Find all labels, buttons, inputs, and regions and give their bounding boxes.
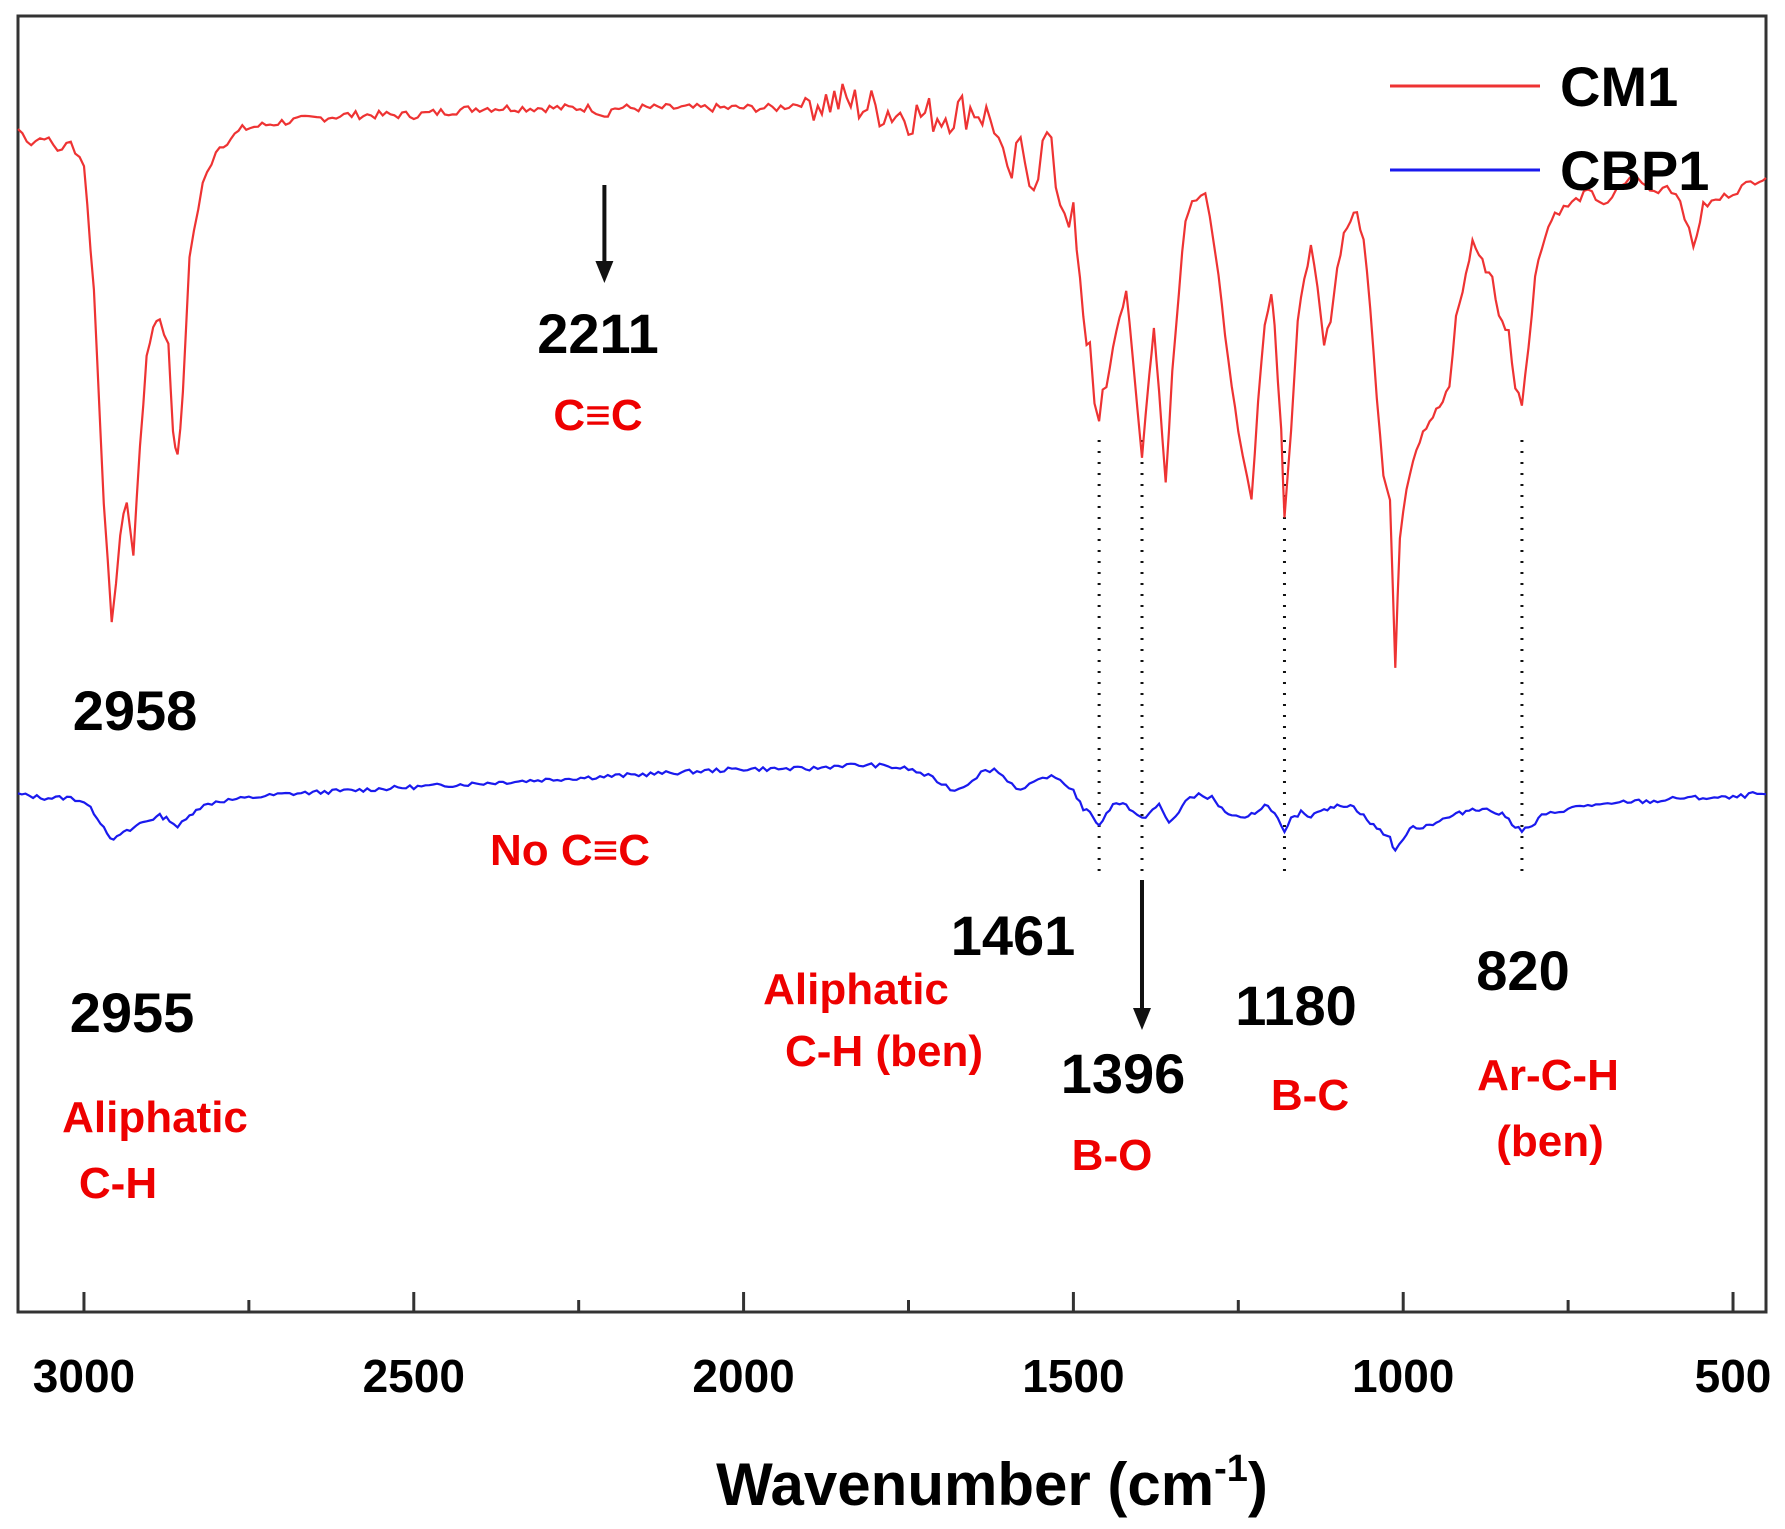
- annotation-bc: B-C: [1271, 1071, 1349, 1120]
- x-tick-label: 3000: [33, 1350, 135, 1402]
- x-axis-label-sup: -1: [1214, 1448, 1248, 1490]
- arrow-1396-head: [1132, 1008, 1151, 1030]
- x-axis-label: Wavenumber (cm-1): [716, 1448, 1268, 1518]
- annotation-ar-ch: Ar-C-H: [1477, 1051, 1619, 1100]
- series-layer: [17, 83, 1767, 853]
- annotation-arrows: [595, 185, 1151, 1030]
- annotation-no-cc: No C≡C: [490, 826, 650, 875]
- annotation-ch-ben: C-H (ben): [785, 1027, 983, 1076]
- x-axis-label-close: ): [1248, 1451, 1268, 1518]
- legend-label-cbp1: CBP1: [1560, 139, 1709, 202]
- x-axis-tick-labels: 3000 2500 2000 1500 1000 500: [33, 1350, 1772, 1402]
- annotation-peak-1180: 1180: [1235, 974, 1357, 1037]
- x-tick-label: 2500: [363, 1350, 465, 1402]
- x-tick-label: 2000: [692, 1350, 794, 1402]
- series-line-cm1: [17, 83, 1767, 668]
- arrow-2211-head: [595, 261, 614, 283]
- annotation-peak-2211: 2211: [537, 302, 659, 365]
- x-tick-label: 1500: [1022, 1350, 1124, 1402]
- dotted-guides: [1097, 440, 1524, 880]
- annotation-peak-820: 820: [1476, 939, 1569, 1002]
- x-axis-ticks: [82, 1292, 1735, 1312]
- x-axis-label-main: Wavenumber (cm: [716, 1451, 1214, 1518]
- annotation-peak-2955: 2955: [70, 981, 195, 1044]
- plot-border: [16, 14, 1768, 1314]
- annotation-aliphatic-1: Aliphatic: [62, 1093, 248, 1142]
- annotation-bo: B-O: [1072, 1131, 1153, 1180]
- annotation-ben: (ben): [1496, 1117, 1604, 1166]
- annotation-peak-2958: 2958: [73, 679, 198, 742]
- legend-label-cm1: CM1: [1560, 55, 1678, 118]
- series-line-cbp1: [17, 762, 1767, 853]
- annotations: 2211 C≡C 2958 No C≡C 2955 Aliphatic C-H …: [62, 302, 1619, 1208]
- plot-frame: [16, 14, 1768, 1314]
- annotation-peak-1396: 1396: [1061, 1042, 1186, 1105]
- x-tick-label: 1000: [1352, 1350, 1454, 1402]
- legend: CM1 CBP1: [1390, 55, 1709, 202]
- annotation-aliphatic-2: Aliphatic: [763, 965, 949, 1014]
- x-tick-label: 500: [1695, 1350, 1772, 1402]
- annotation-assign-cc: C≡C: [553, 391, 642, 440]
- annotation-peak-1461: 1461: [951, 904, 1076, 967]
- annotation-ch-1: C-H: [79, 1159, 157, 1208]
